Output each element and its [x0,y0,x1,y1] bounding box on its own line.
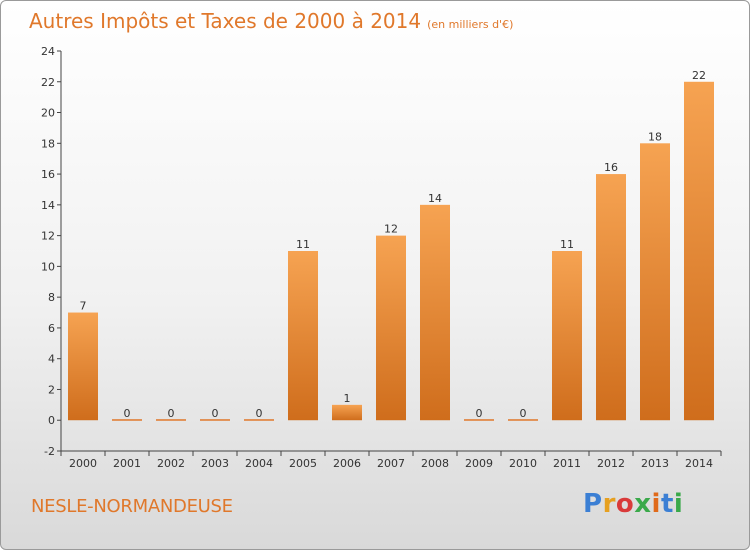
bar [156,419,186,421]
y-tick-label: 6 [48,322,55,335]
x-tick-label: 2001 [113,457,141,470]
x-tick-label: 2009 [465,457,493,470]
data-label: 14 [428,192,442,205]
x-tick-label: 2010 [509,457,537,470]
y-tick-label: 24 [41,45,55,58]
bar [112,419,142,421]
data-label: 11 [296,238,310,251]
data-label: 18 [648,130,662,143]
data-label: 0 [168,407,175,420]
proxiti-logo: Proxiti [583,489,684,519]
y-tick-label: 14 [41,199,55,212]
chart-title-text: Autres Impôts et Taxes de 2000 à 2014 [29,9,422,33]
x-tick-label: 2013 [641,457,669,470]
data-label: 12 [384,223,398,236]
data-label: 22 [692,69,706,82]
x-tick-label: 2008 [421,457,449,470]
commune-name: NESLE-NORMANDEUSE [31,496,233,517]
data-label: 7 [80,300,87,313]
x-tick-label: 2012 [597,457,625,470]
bar [244,419,274,421]
y-tick-label: 10 [41,260,55,273]
data-label: 11 [560,238,574,251]
chart-title: Autres Impôts et Taxes de 2000 à 2014 (en… [29,9,513,33]
x-tick-label: 2011 [553,457,581,470]
y-tick-label: 18 [41,137,55,150]
x-tick-label: 2007 [377,457,405,470]
x-tick-label: 2005 [289,457,317,470]
x-tick-label: 2000 [69,457,97,470]
bar [596,174,626,421]
bar [552,251,582,421]
x-tick-label: 2014 [685,457,713,470]
bar [640,143,670,421]
y-tick-label: 0 [48,414,55,427]
y-tick-label: -2 [44,445,55,458]
bar [684,81,714,421]
data-label: 0 [476,407,483,420]
x-tick-label: 2003 [201,457,229,470]
data-label: 16 [604,161,618,174]
y-tick-label: 16 [41,168,55,181]
data-label: 1 [344,392,351,405]
bar [200,419,230,421]
data-label: 0 [212,407,219,420]
chart-unit: (en milliers d'€) [427,18,514,31]
bar [288,251,318,421]
y-tick-label: 22 [41,76,55,89]
y-tick-label: 2 [48,383,55,396]
bar [376,235,406,421]
x-tick-label: 2004 [245,457,273,470]
bar [68,312,98,421]
x-tick-label: 2002 [157,457,185,470]
y-tick-label: 8 [48,291,55,304]
data-label: 0 [520,407,527,420]
y-tick-label: 4 [48,353,55,366]
bar [420,204,450,421]
y-tick-label: 12 [41,230,55,243]
data-label: 0 [256,407,263,420]
y-tick-label: 20 [41,107,55,120]
bar [464,419,494,421]
x-tick-label: 2006 [333,457,361,470]
bar [332,404,362,421]
bar [508,419,538,421]
data-label: 0 [124,407,131,420]
